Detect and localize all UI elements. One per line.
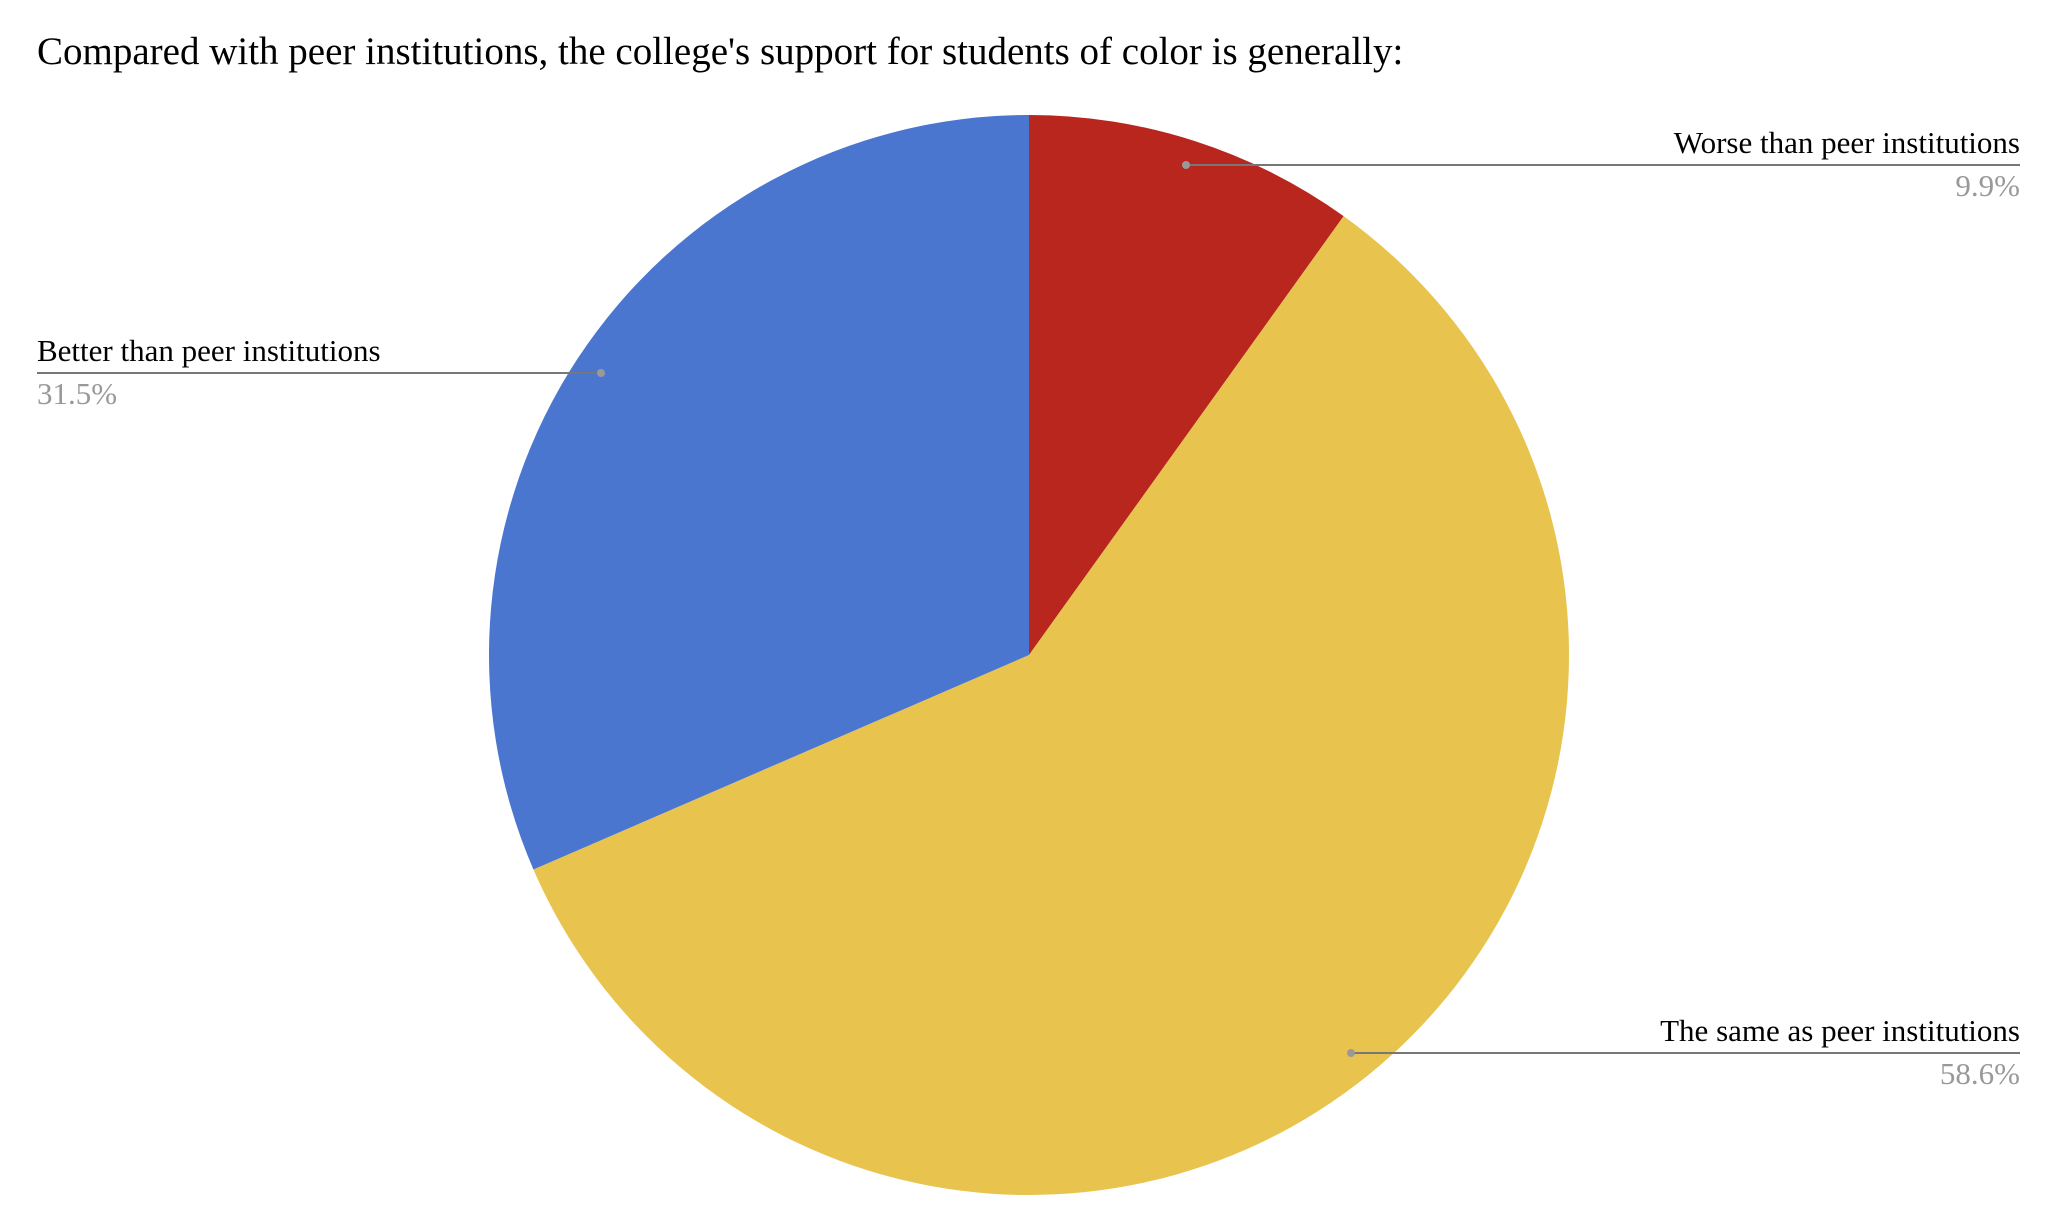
pie-slice	[1029, 115, 1344, 655]
pie-slice	[489, 115, 1029, 870]
slice-label: Worse than peer institutions	[1674, 125, 2020, 160]
chart-title: Compared with peer institutions, the col…	[37, 30, 1403, 73]
slice-value-label: 58.6%	[1940, 1056, 2020, 1091]
slice-label: Better than peer institutions	[37, 333, 381, 368]
slice-value-label: 31.5%	[37, 376, 117, 411]
leader-dot	[1182, 161, 1190, 169]
leader-dot	[1347, 1049, 1355, 1057]
pie-slice	[533, 216, 1570, 1196]
slice-label: The same as peer institutions	[1660, 1013, 2020, 1048]
leader-dot	[597, 369, 605, 377]
slice-value-label: 9.9%	[1955, 168, 2020, 203]
